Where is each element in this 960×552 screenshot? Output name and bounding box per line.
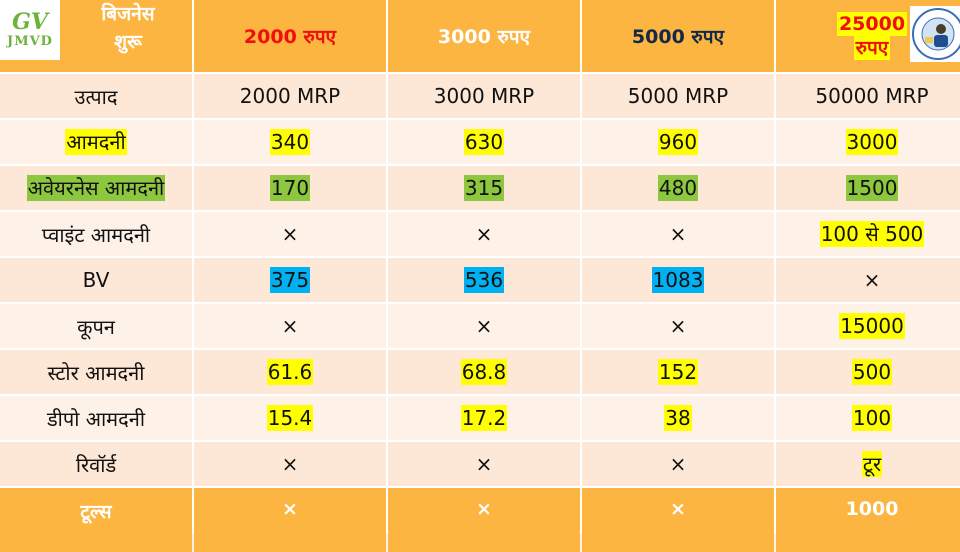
cell-depot-3000: 17.2 — [388, 396, 580, 440]
cell-product-25000: 50000 MRP — [776, 74, 960, 118]
row-label-bv: BV — [0, 258, 192, 302]
cell-depot-3000-value: 17.2 — [460, 405, 508, 431]
cell-store-3000-value: 68.8 — [460, 359, 508, 385]
header-plan-25000-amount: 25000 — [836, 12, 908, 36]
cell-bv-2000-value: 375 — [269, 267, 311, 293]
cell-reward-2000: × — [194, 442, 386, 486]
cell-point-5000: × — [582, 212, 774, 256]
row-label-awareness-income: अवेयरनेस आमदनी — [0, 166, 192, 210]
cell-bv-3000: 536 — [388, 258, 580, 302]
cell-income-3000-value: 630 — [463, 129, 505, 155]
cell-coupon-25000-value: 15000 — [839, 313, 905, 339]
cell-depot-5000-value: 38 — [664, 405, 692, 431]
cell-bv-5000-value: 1083 — [651, 267, 705, 293]
cell-tools-2000: × — [194, 488, 386, 552]
cell-product-3000: 3000 MRP — [388, 74, 580, 118]
header-plan-25000-unit: रुपए — [853, 36, 891, 60]
logo-text: JMVD — [7, 34, 53, 49]
cell-awareness-2000: 170 — [194, 166, 386, 210]
cell-income-5000-value: 960 — [657, 129, 699, 155]
cell-bv-2000: 375 — [194, 258, 386, 302]
cell-point-3000: × — [388, 212, 580, 256]
cell-store-5000: 152 — [582, 350, 774, 394]
row-label-coupon: कूपन — [0, 304, 192, 348]
cell-store-3000: 68.8 — [388, 350, 580, 394]
cell-reward-25000-value: टूर — [861, 451, 883, 477]
cell-awareness-3000: 315 — [388, 166, 580, 210]
cell-reward-25000: टूर — [776, 442, 960, 486]
emblem-photo-icon — [910, 6, 960, 62]
cell-coupon-25000: 15000 — [776, 304, 960, 348]
cell-depot-2000-value: 15.4 — [266, 405, 314, 431]
cell-income-25000: 3000 — [776, 120, 960, 164]
cell-tools-5000: × — [582, 488, 774, 552]
row-label-store-income: स्टोर आमदनी — [0, 350, 192, 394]
cell-bv-3000-value: 536 — [463, 267, 505, 293]
row-label-reward: रिवॉर्ड — [0, 442, 192, 486]
header-plan-5000: 5000 रुपए — [582, 0, 774, 72]
cell-coupon-2000: × — [194, 304, 386, 348]
cell-depot-25000-value: 100 — [851, 405, 893, 431]
cell-bv-5000: 1083 — [582, 258, 774, 302]
cell-income-2000-value: 340 — [269, 129, 311, 155]
row-label-awareness-income-text: अवेयरनेस आमदनी — [26, 175, 166, 201]
cell-awareness-5000-value: 480 — [657, 175, 699, 201]
row-label-income: आमदनी — [0, 120, 192, 164]
cell-product-2000: 2000 MRP — [194, 74, 386, 118]
cell-income-25000-value: 3000 — [845, 129, 899, 155]
cell-bv-25000: × — [776, 258, 960, 302]
cell-income-3000: 630 — [388, 120, 580, 164]
cell-store-25000: 500 — [776, 350, 960, 394]
jmvd-logo: GV JMVD — [0, 0, 60, 60]
header-plan-25000: 25000 रुपए — [776, 0, 960, 72]
cell-coupon-3000: × — [388, 304, 580, 348]
cell-reward-5000: × — [582, 442, 774, 486]
header-corner-cell: GV JMVD बिजनेस शुरू — [0, 0, 192, 72]
header-plan-2000: 2000 रुपए — [194, 0, 386, 72]
cell-point-2000: × — [194, 212, 386, 256]
cell-point-25000: 100 से 500 — [776, 212, 960, 256]
logo-mark: GV — [12, 9, 48, 35]
cell-awareness-2000-value: 170 — [269, 175, 311, 201]
cell-awareness-25000: 1500 — [776, 166, 960, 210]
row-label-depot-income: डीपो आमदनी — [0, 396, 192, 440]
cell-point-25000-value: 100 से 500 — [819, 221, 925, 247]
row-label-point-income: प्वाइंट आमदनी — [0, 212, 192, 256]
cell-tools-3000: × — [388, 488, 580, 552]
cell-reward-3000: × — [388, 442, 580, 486]
cell-store-25000-value: 500 — [851, 359, 893, 385]
cell-depot-2000: 15.4 — [194, 396, 386, 440]
header-start-label: शुरू — [114, 31, 142, 53]
cell-depot-5000: 38 — [582, 396, 774, 440]
cell-depot-25000: 100 — [776, 396, 960, 440]
row-label-income-text: आमदनी — [65, 129, 127, 155]
cell-store-2000: 61.6 — [194, 350, 386, 394]
cell-store-2000-value: 61.6 — [266, 359, 314, 385]
cell-store-5000-value: 152 — [657, 359, 699, 385]
header-plan-3000: 3000 रुपए — [388, 0, 580, 72]
cell-tools-25000: 1000 — [776, 488, 960, 552]
cell-product-5000: 5000 MRP — [582, 74, 774, 118]
header-business-label: बिजनेस — [101, 3, 155, 25]
cell-awareness-25000-value: 1500 — [845, 175, 899, 201]
cell-awareness-5000: 480 — [582, 166, 774, 210]
cell-income-5000: 960 — [582, 120, 774, 164]
cell-coupon-5000: × — [582, 304, 774, 348]
row-label-product: उत्पाद — [0, 74, 192, 118]
cell-income-2000: 340 — [194, 120, 386, 164]
row-label-tools: टूल्स — [0, 488, 192, 552]
cell-awareness-3000-value: 315 — [463, 175, 505, 201]
